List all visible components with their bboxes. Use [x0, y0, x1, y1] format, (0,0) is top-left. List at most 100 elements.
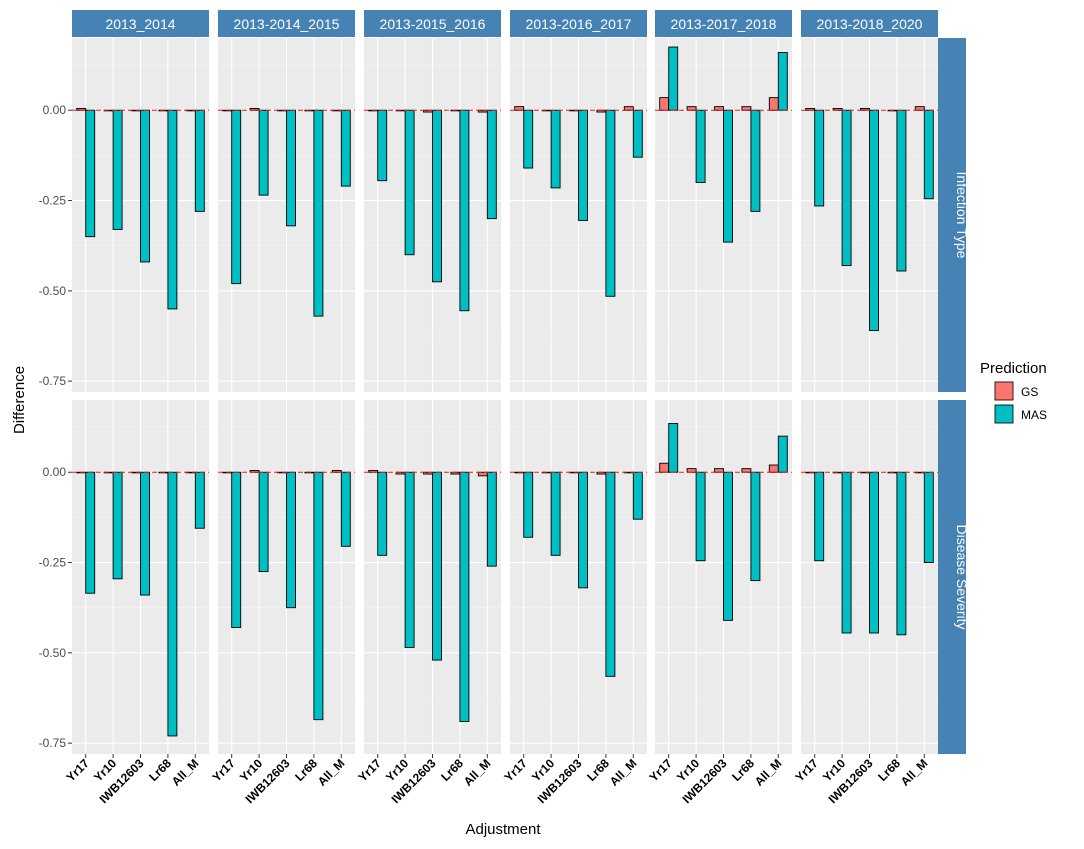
legend-label-mas: MAS — [1021, 408, 1047, 422]
bar-mas — [723, 109, 733, 243]
bar-mas — [286, 109, 296, 227]
bar-mas — [231, 471, 242, 629]
bar-mas — [258, 109, 269, 196]
facet-strip-column — [801, 10, 938, 37]
facet-panel — [655, 38, 792, 392]
y-tick-label: -0.75 — [39, 374, 67, 388]
x-tick-label: Yr17 — [647, 756, 676, 785]
bar-mas — [896, 109, 907, 272]
bar-gs — [914, 106, 925, 111]
bar-mas — [605, 471, 616, 677]
bar-mas — [377, 109, 388, 182]
bar-gs — [686, 468, 697, 473]
bar-gs — [741, 468, 752, 473]
bar-mas — [112, 109, 123, 230]
bar-mas — [923, 471, 934, 564]
y-axis-title: Difference — [11, 366, 28, 434]
facet-strip-column — [218, 10, 355, 37]
facet-panel — [801, 38, 938, 392]
strips-layer: 2013_2014 2013-2014_2015 2013-2015_2016 201… — [72, 10, 970, 754]
facet-panel — [655, 400, 792, 754]
bar-gs — [768, 464, 779, 473]
facet-strip-row — [938, 38, 966, 392]
bar-mas — [605, 109, 616, 297]
facet-panel — [510, 400, 647, 754]
facet-strip-label: 2013-2018_2020 — [817, 16, 923, 32]
x-tick-label: All_M — [169, 756, 202, 789]
bar-mas — [841, 109, 852, 267]
bar-gs — [623, 106, 634, 111]
bar-mas — [814, 471, 825, 562]
bar-mas — [313, 471, 324, 721]
bar-gs — [331, 469, 342, 473]
bar-gs — [714, 468, 724, 473]
bar-mas — [432, 471, 442, 661]
bar-mas — [313, 109, 324, 317]
x-tick-label: Yr17 — [210, 756, 239, 785]
legend-label-gs: GS — [1021, 385, 1038, 399]
x-axis-title: Adjustment — [465, 821, 541, 838]
y-tick-label: -0.25 — [39, 556, 67, 570]
bar-mas — [550, 109, 561, 189]
bar-mas — [194, 109, 205, 212]
legend-key-mas — [994, 404, 1014, 424]
bar-mas — [340, 109, 351, 187]
bar-mas — [668, 423, 679, 473]
bar-mas — [632, 471, 643, 520]
bar-mas — [695, 109, 706, 183]
bar-mas — [750, 109, 761, 212]
y-tick-label: 0.00 — [43, 465, 67, 479]
bar-mas — [459, 471, 470, 722]
bar-mas — [923, 109, 934, 200]
bar-mas — [459, 109, 470, 312]
bar-mas — [486, 109, 497, 220]
bar-gs — [714, 106, 724, 111]
facet-strip-column — [364, 10, 501, 37]
bar-gs — [741, 106, 752, 111]
facet-strip-label: 2013-2015_2016 — [380, 16, 486, 32]
bar-gs — [768, 97, 779, 111]
bar-mas — [777, 51, 788, 111]
bar-mas — [85, 109, 96, 238]
facet-strip-column — [72, 10, 209, 37]
facet-panel — [72, 400, 209, 754]
bar-mas — [112, 471, 123, 580]
y-tick-label: -0.50 — [39, 646, 67, 660]
bar-mas — [841, 471, 852, 634]
bar-mas — [404, 471, 415, 648]
bar-mas — [632, 109, 643, 158]
x-tick-label: All_M — [607, 756, 640, 789]
y-tick-label: -0.50 — [39, 284, 67, 298]
bar-mas — [869, 471, 879, 634]
x-tick-label: All_M — [315, 756, 348, 789]
facet-strip-label: 2013-2017_2018 — [671, 16, 777, 32]
bar-mas — [85, 471, 96, 594]
facet-strip-column — [510, 10, 647, 37]
facet-panel — [218, 38, 355, 392]
y-tick-label: 0.00 — [43, 103, 67, 117]
bar-gs — [477, 471, 488, 477]
bar-mas — [896, 471, 907, 636]
bar-mas — [578, 471, 588, 589]
facet-panel — [218, 400, 355, 754]
bar-gs — [659, 462, 670, 473]
facet-strip-label: 2013-2014_2015 — [234, 16, 340, 32]
bar-mas — [523, 109, 534, 169]
y-tick-label: -0.75 — [39, 736, 67, 750]
bar-mas — [140, 471, 150, 596]
bar-mas — [377, 471, 388, 556]
facet-panel — [72, 38, 209, 392]
facet-panel — [801, 400, 938, 754]
legend-key-gs — [994, 381, 1014, 401]
facet-strip-label: Infection Type — [954, 172, 970, 259]
bar-mas — [578, 109, 588, 221]
bar-mas — [167, 109, 178, 310]
panels-layer — [72, 38, 938, 754]
bar-mas — [140, 109, 150, 263]
facet-strip-label: 2013-2016_2017 — [526, 16, 632, 32]
bar-gs — [686, 106, 697, 111]
bar-mas — [523, 471, 534, 538]
x-tick-label: All_M — [752, 756, 785, 789]
bar-mas — [194, 471, 205, 529]
